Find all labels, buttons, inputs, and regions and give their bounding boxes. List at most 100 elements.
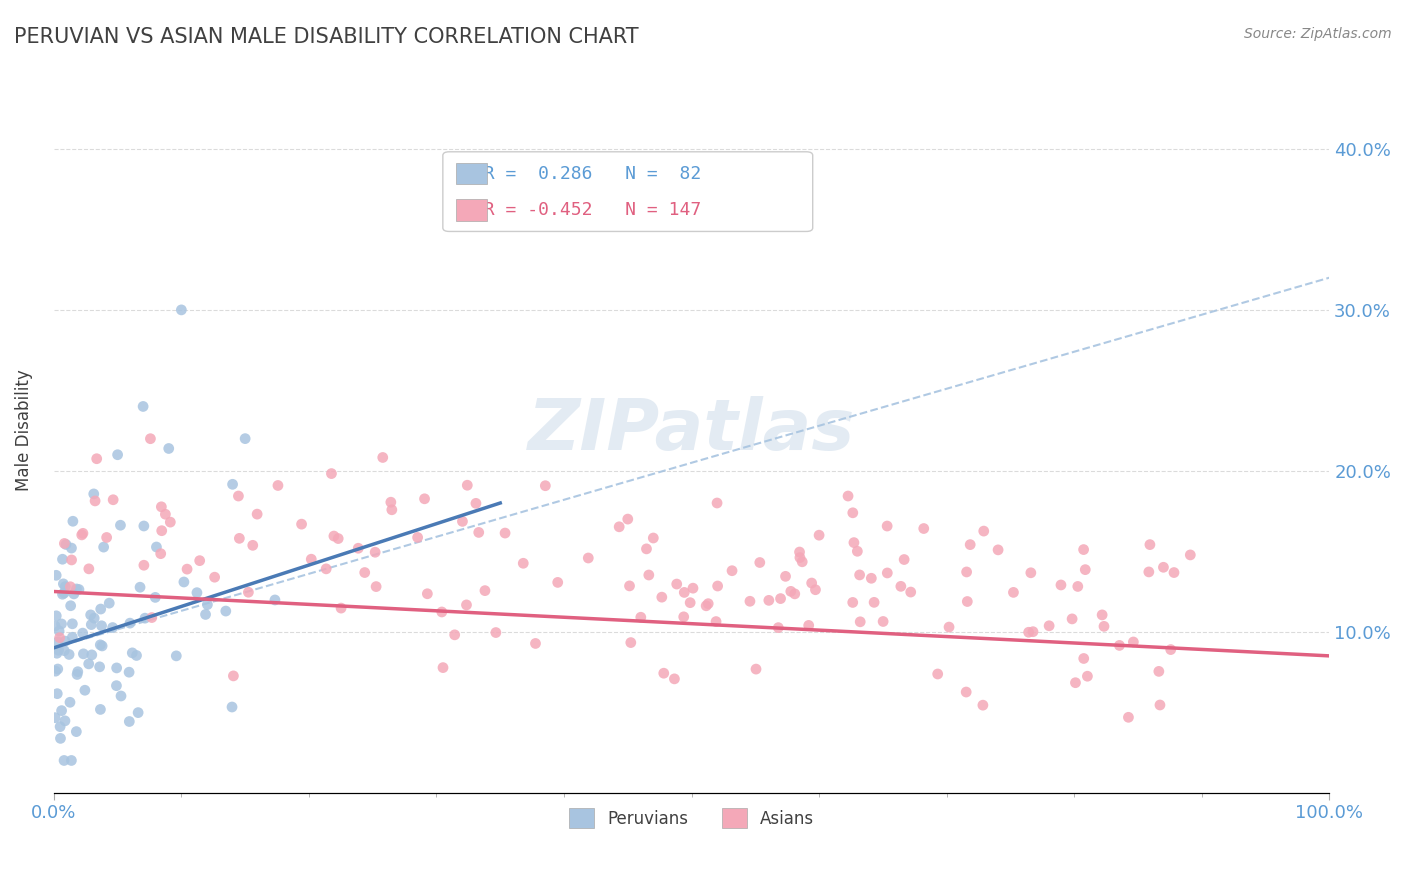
- Point: [132, 519, 155, 533]
- Point: [1122, 635, 1144, 649]
- Point: [53, 643, 76, 657]
- Point: [1137, 565, 1160, 579]
- Point: [959, 538, 981, 552]
- Point: [432, 660, 454, 674]
- Point: [1118, 710, 1140, 724]
- Point: [77, 657, 100, 671]
- Point: [49, 720, 72, 734]
- Point: [150, 524, 173, 538]
- Point: [652, 666, 675, 681]
- Point: [60, 616, 83, 631]
- Point: [143, 591, 166, 605]
- Point: [842, 535, 865, 549]
- Point: [745, 662, 768, 676]
- Point: [955, 565, 977, 579]
- Text: R =  0.286   N =  82: R = 0.286 N = 82: [463, 164, 702, 183]
- FancyBboxPatch shape: [443, 152, 813, 231]
- Point: [73, 683, 96, 698]
- Point: [664, 672, 686, 686]
- Point: [53, 714, 76, 728]
- Point: [145, 540, 167, 554]
- Point: [804, 582, 827, 597]
- Point: [607, 520, 630, 534]
- Point: [197, 598, 219, 612]
- Point: [221, 700, 243, 714]
- Point: [665, 577, 688, 591]
- Point: [1108, 639, 1130, 653]
- Point: [86, 451, 108, 466]
- Point: [150, 500, 173, 514]
- Point: [364, 545, 387, 559]
- Point: [1019, 566, 1042, 580]
- Point: [90, 619, 112, 633]
- Point: [706, 579, 728, 593]
- Point: [65, 724, 87, 739]
- Point: [65, 582, 87, 596]
- Point: [893, 552, 915, 566]
- Point: [118, 665, 141, 680]
- Point: [60, 754, 83, 768]
- Point: [44, 619, 66, 633]
- Point: [79, 607, 101, 622]
- Point: [1163, 566, 1185, 580]
- Point: [194, 607, 217, 622]
- Point: [89, 702, 111, 716]
- Point: [51, 552, 73, 566]
- Point: [221, 477, 243, 491]
- Point: [672, 610, 695, 624]
- Point: [1149, 698, 1171, 712]
- Point: [430, 605, 453, 619]
- Point: [620, 635, 643, 649]
- Point: [132, 558, 155, 573]
- Point: [132, 400, 155, 414]
- Point: [129, 580, 152, 594]
- Point: [876, 519, 898, 533]
- Point: [118, 714, 141, 729]
- Point: [1074, 563, 1097, 577]
- Point: [808, 528, 831, 542]
- Point: [938, 620, 960, 634]
- Point: [77, 562, 100, 576]
- Point: [52, 577, 75, 591]
- Point: [630, 610, 652, 624]
- Point: [721, 564, 744, 578]
- Point: [51, 616, 73, 631]
- Point: [330, 601, 353, 615]
- Point: [456, 598, 478, 612]
- Point: [322, 529, 344, 543]
- Point: [1038, 619, 1060, 633]
- Point: [267, 478, 290, 492]
- Point: [63, 587, 86, 601]
- Point: [1139, 538, 1161, 552]
- Point: [800, 576, 823, 591]
- Point: [60, 630, 83, 644]
- Point: [1073, 651, 1095, 665]
- Point: [58, 648, 80, 662]
- Point: [83, 611, 105, 625]
- Point: [987, 542, 1010, 557]
- Point: [149, 547, 172, 561]
- Point: [48, 631, 70, 645]
- Point: [165, 648, 187, 663]
- Point: [49, 731, 72, 746]
- Point: [956, 594, 979, 608]
- Point: [876, 566, 898, 580]
- Point: [215, 604, 238, 618]
- Text: Source: ZipAtlas.com: Source: ZipAtlas.com: [1244, 27, 1392, 41]
- Text: R = -0.452   N = 147: R = -0.452 N = 147: [463, 201, 702, 219]
- Point: [44, 711, 66, 725]
- Point: [80, 648, 103, 662]
- FancyBboxPatch shape: [456, 162, 488, 185]
- Point: [45, 646, 67, 660]
- Point: [1147, 665, 1170, 679]
- Point: [53, 580, 76, 594]
- Point: [1076, 669, 1098, 683]
- Point: [860, 571, 883, 585]
- Point: [96, 531, 118, 545]
- Point: [45, 664, 67, 678]
- Point: [101, 621, 124, 635]
- Point: [264, 593, 287, 607]
- Point: [46, 635, 69, 649]
- Point: [534, 479, 557, 493]
- Point: [45, 608, 67, 623]
